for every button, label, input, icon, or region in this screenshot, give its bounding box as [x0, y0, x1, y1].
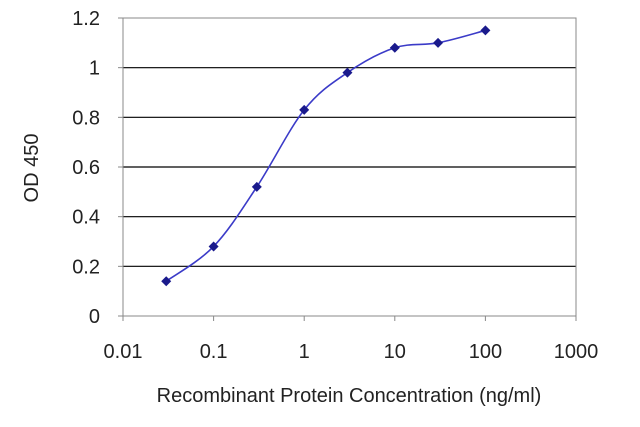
y-tick-label-1: 0.2	[72, 256, 100, 278]
x-tick-label-4: 100	[469, 341, 502, 363]
data-point-2	[251, 181, 262, 192]
x-tick-label-3: 10	[384, 341, 406, 363]
y-tick-label-3: 0.6	[72, 157, 100, 179]
data-markers	[161, 25, 491, 287]
y-axis-ticks: 0 0.2 0.4 0.6 0.8 1 1.2	[72, 8, 123, 328]
x-axis-ticks: 0.01 0.1 1 10 100 1000	[104, 316, 599, 363]
x-tick-label-0: 0.01	[104, 341, 143, 363]
data-point-7	[480, 25, 491, 36]
x-tick-label-2: 1	[299, 341, 310, 363]
y-tick-label-0: 0	[89, 306, 100, 328]
y-tick-label-6: 1.2	[72, 8, 100, 30]
series-line	[165, 29, 486, 282]
data-point-3	[299, 104, 310, 115]
data-point-0	[161, 276, 172, 287]
x-tick-label-5: 1000	[554, 341, 599, 363]
gridlines	[123, 67, 576, 267]
x-tick-label-1: 0.1	[200, 341, 228, 363]
data-point-5	[389, 42, 400, 53]
y-tick-label-5: 1	[89, 58, 100, 80]
y-tick-label-2: 0.4	[72, 207, 100, 229]
x-axis-label: Recombinant Protein Concentration (ng/ml…	[157, 385, 542, 407]
y-tick-label-4: 0.8	[72, 107, 100, 129]
data-point-6	[433, 37, 444, 48]
data-point-1	[208, 241, 219, 252]
data-point-4	[342, 67, 353, 78]
y-axis-label: OD 450	[21, 134, 43, 203]
